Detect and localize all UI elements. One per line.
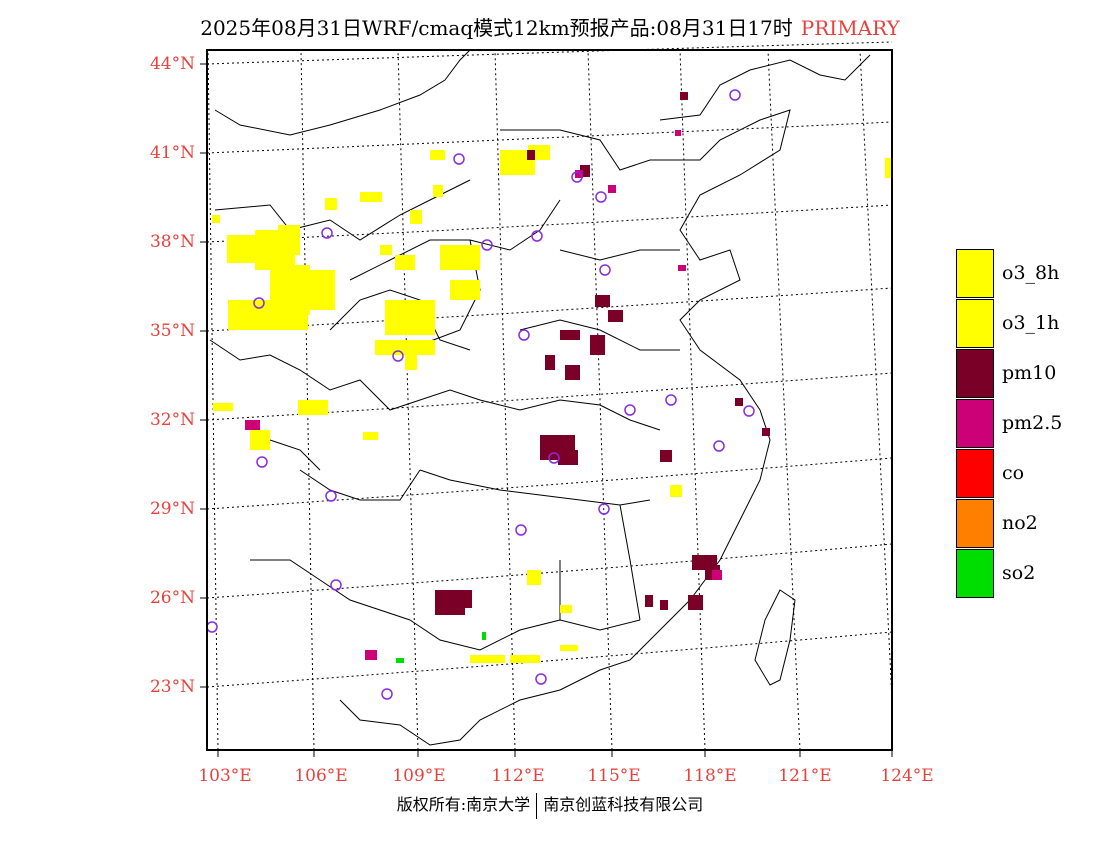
copyright-footer: 版权所有:南京大学 南京创蓝科技有限公司 [0, 791, 1100, 819]
lat-label: 35°N [149, 321, 195, 341]
footer-separator [536, 792, 538, 819]
lat-label: 23°N [149, 677, 195, 697]
footer-left: 版权所有:南京大学 [396, 795, 531, 814]
province-borders [209, 179, 680, 651]
national-border-northeast [659, 54, 871, 121]
boundaries [209, 49, 871, 746]
legend-label: no2 [1002, 512, 1038, 534]
legend-label: o3_1h [1002, 312, 1060, 334]
legend-item-pm10: pm10 [956, 349, 1100, 399]
station-markers [206, 89, 755, 700]
legend-swatch [956, 549, 994, 598]
coastline [339, 109, 791, 746]
lon-label: 112°E [491, 766, 545, 786]
legend-label: co [1002, 462, 1025, 484]
pm10-patches [435, 92, 770, 615]
footer-right: 南京创蓝科技有限公司 [543, 795, 704, 814]
legend: o3_8h o3_1h pm10 pm2.5 co no2 so2 [956, 249, 1100, 599]
map-title: 2025年08月31日WRF/cmaq模式12km预报产品:08月31日17时 P… [0, 12, 1100, 41]
legend-item-so2: so2 [956, 549, 1100, 599]
legend-swatch [956, 499, 994, 548]
title-tag: PRIMARY [800, 16, 900, 40]
lon-label: 109°E [392, 766, 446, 786]
legend-item-co: co [956, 449, 1100, 499]
lon-label: 103°E [198, 766, 252, 786]
axis-ticks [200, 63, 893, 757]
so2-patches [396, 632, 486, 663]
lon-label: 124°E [880, 766, 934, 786]
lat-label: 44°N [149, 54, 195, 74]
lat-label: 41°N [149, 143, 195, 163]
graticule [206, 41, 893, 751]
legend-label: so2 [1002, 562, 1036, 584]
lat-label: 38°N [149, 232, 195, 252]
lat-label: 29°N [149, 499, 195, 519]
legend-item-o3-1h: o3_1h [956, 299, 1100, 349]
lon-label: 106°E [294, 766, 348, 786]
legend-swatch [956, 299, 994, 348]
lat-label: 26°N [149, 588, 195, 608]
legend-swatch [956, 449, 994, 498]
legend-swatch [956, 249, 994, 298]
legend-item-o3-8h: o3_8h [956, 249, 1100, 299]
pm25-patches [245, 130, 722, 660]
lon-label: 121°E [778, 766, 832, 786]
legend-swatch [956, 399, 994, 448]
taiwan-outline [754, 589, 796, 686]
legend-label: o3_8h [1002, 262, 1060, 284]
lon-label: 118°E [683, 766, 737, 786]
map-frame [206, 49, 893, 751]
lon-label: 115°E [587, 766, 641, 786]
legend-item-pm25: pm2.5 [956, 399, 1100, 449]
legend-swatch [956, 349, 994, 398]
legend-item-no2: no2 [956, 499, 1100, 549]
national-border-north [214, 49, 471, 136]
o3-patches [212, 145, 892, 663]
title-text: 2025年08月31日WRF/cmaq模式12km预报产品:08月31日17时 [200, 16, 793, 40]
legend-label: pm2.5 [1002, 412, 1063, 434]
legend-label: pm10 [1002, 362, 1057, 384]
lat-label: 32°N [149, 410, 195, 430]
